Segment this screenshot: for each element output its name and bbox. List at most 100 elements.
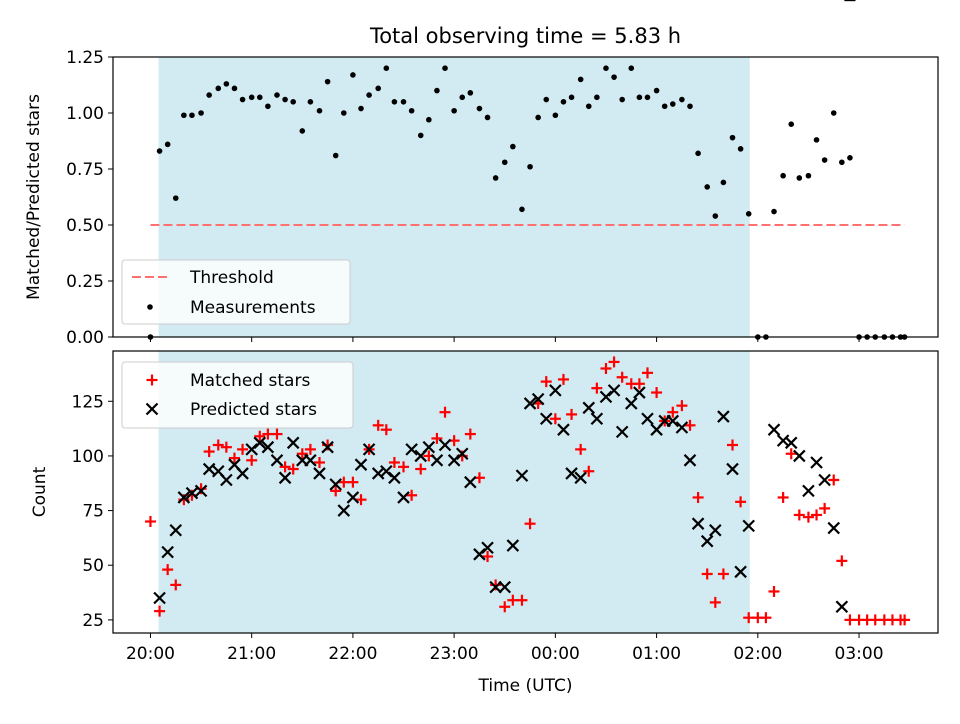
measurement-point <box>442 65 448 71</box>
bottom-axes-frame <box>112 350 939 634</box>
matched-star-point <box>464 428 476 440</box>
predicted-star-point <box>498 580 512 594</box>
measurement-point <box>510 143 516 150</box>
measurement-point <box>451 107 457 114</box>
top-y-axis-ticks: 0.00 0.25 0.50 0.75 1.00 1.25 <box>66 48 113 348</box>
matched-star-point <box>727 439 739 451</box>
predicted-star-point <box>464 475 477 489</box>
matched-star-point <box>170 579 182 591</box>
measurement-point <box>788 121 795 127</box>
matched-star-point <box>608 356 620 368</box>
bottom-x-tick-label: 23:00 <box>430 644 479 664</box>
bottom-x-tick-label: 22:00 <box>328 644 377 664</box>
top-y-tick-label: 0.00 <box>66 328 104 348</box>
measurement-point <box>189 112 195 119</box>
measurement-point <box>745 211 752 217</box>
matched-star-point <box>254 430 266 442</box>
predicted-star-point <box>515 469 529 482</box>
predicted-star-point <box>169 523 183 537</box>
matched-star-point <box>398 461 410 473</box>
predicted-star-point <box>220 473 233 487</box>
matched-star-point <box>246 454 258 466</box>
matched-star-point <box>482 550 494 562</box>
bottom-x-tick-label: 01:00 <box>632 644 681 664</box>
measurement-point <box>206 92 212 98</box>
measurement-point <box>611 74 617 80</box>
measurement-point <box>434 87 440 94</box>
matched-star-point <box>701 568 713 580</box>
measurement-point <box>408 107 415 114</box>
predicted-star-point <box>455 447 469 461</box>
predicted-star-point <box>304 454 317 467</box>
matched-star-point <box>372 419 384 431</box>
legend-matched-swatch <box>146 374 158 386</box>
top-panel: 0.00 0.25 0.50 0.75 1.00 1.25 Total observing… <box>24 24 939 348</box>
measurement-point <box>307 99 314 105</box>
measurement-point <box>695 150 701 157</box>
predicted-star-point <box>405 443 418 456</box>
matched-star-point <box>899 614 911 626</box>
matched-star-point <box>785 448 797 460</box>
predicted-star-point <box>666 414 680 428</box>
measurement-point <box>577 76 584 83</box>
bottom-y-tick-label: 75 <box>82 502 104 522</box>
matched-star-point <box>380 424 392 436</box>
matched-star-point <box>836 555 848 567</box>
matched-star-point <box>279 461 291 473</box>
predicted-star-point <box>397 491 410 504</box>
top-axes-frame <box>112 56 939 338</box>
top-legend-box <box>121 259 351 325</box>
matched-star-point <box>154 605 166 617</box>
predicted-star-point <box>202 462 216 476</box>
legend-predicted-swatch <box>145 402 159 416</box>
predicted-star-point <box>574 471 587 485</box>
measurement-point <box>426 116 432 123</box>
predicted-star-point <box>153 591 166 605</box>
bottom-legend: Matched stars Predicted stars <box>121 361 354 429</box>
top-y-tick-label: 1.00 <box>66 104 104 124</box>
measurement-point <box>501 159 508 166</box>
matched-star-point <box>439 406 451 418</box>
measurement-point <box>492 175 499 181</box>
predicted-star-point <box>253 436 267 450</box>
matched-star-point <box>793 509 805 521</box>
bottom-legend-box <box>121 361 354 429</box>
measurement-point <box>535 114 541 121</box>
predicted-star-point <box>261 440 275 454</box>
matched-star-point <box>575 443 587 455</box>
top-y-tick-label: 1.25 <box>66 48 104 68</box>
matched-star-point <box>162 564 174 576</box>
predicted-star-point <box>784 436 798 450</box>
predicted-star-point <box>582 401 596 415</box>
predicted-star-point <box>161 545 174 559</box>
measurement-point <box>687 103 693 110</box>
measurement-point <box>669 101 676 107</box>
predicted-star-point <box>557 423 570 436</box>
matched-star-point <box>499 601 511 613</box>
matched-star-point <box>355 494 367 506</box>
matched-star-point <box>583 465 595 477</box>
measurement-point <box>519 206 525 213</box>
matched-star-point <box>431 432 443 444</box>
measurement-point <box>391 99 398 105</box>
predicted-star-point <box>802 484 815 498</box>
matched-star-point <box>768 585 780 597</box>
matched-star-point <box>220 441 232 453</box>
matched-star-point <box>406 489 418 501</box>
measurement-point <box>771 208 777 215</box>
measurement-point <box>181 112 187 119</box>
top-legend: Threshold Measurements <box>121 259 351 325</box>
matched-star-point <box>212 439 224 451</box>
predicted-star-point <box>531 392 545 406</box>
bottom-y-tick-label: 125 <box>72 392 104 412</box>
matched-star-point <box>633 378 645 390</box>
predicted-star-point <box>321 440 334 454</box>
matched-star-point <box>709 596 721 608</box>
predicted-star-point <box>236 467 249 480</box>
measurement-point <box>350 72 356 78</box>
measurement-point <box>585 103 592 110</box>
predicted-star-point <box>625 397 638 410</box>
legend-matched-marker <box>146 374 158 386</box>
measurement-point <box>383 65 390 71</box>
